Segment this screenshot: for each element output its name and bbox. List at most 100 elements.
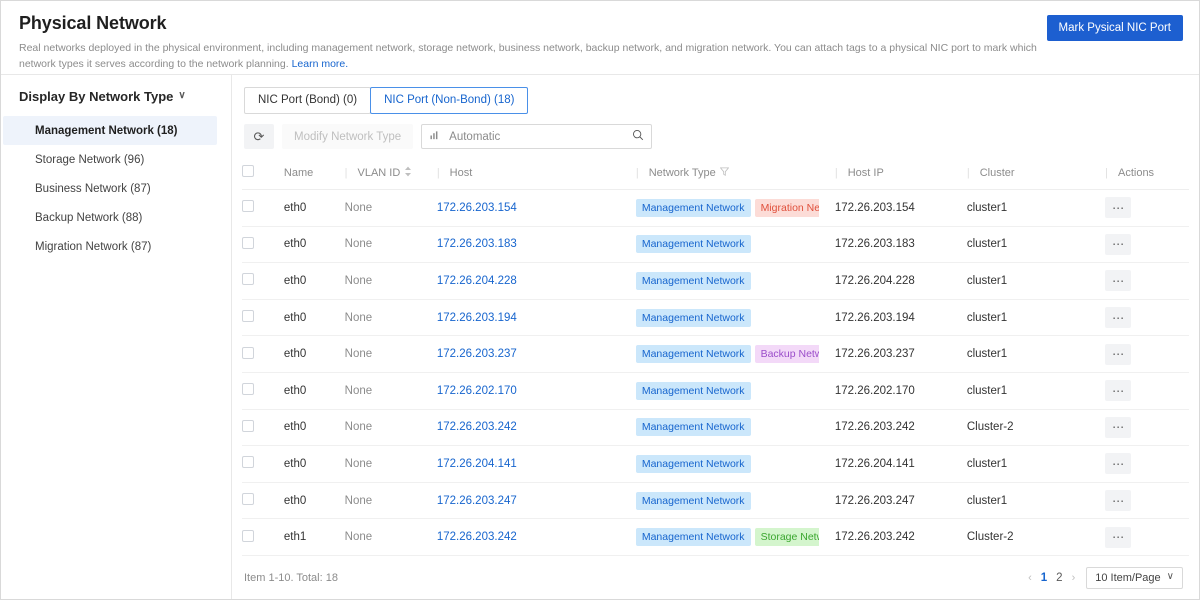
- cell-host[interactable]: 172.26.203.194: [436, 299, 636, 337]
- cell-cluster: cluster1: [966, 262, 1106, 300]
- row-more-actions-icon[interactable]: ⋯: [1105, 416, 1132, 438]
- row-more-actions-icon[interactable]: ⋯: [1105, 270, 1132, 292]
- sidebar-group-toggle[interactable]: Display By Network Type ∨: [1, 89, 231, 104]
- cell-host-text: 172.26.203.237: [436, 348, 517, 361]
- row-more-actions-icon[interactable]: ⋯: [1105, 343, 1132, 365]
- cell-host[interactable]: 172.26.203.237: [436, 335, 636, 373]
- column-header-vlan-id[interactable]: | VLAN ID: [344, 157, 437, 190]
- cell-host[interactable]: 172.26.204.141: [436, 445, 636, 483]
- network-type-tags: Management Network: [635, 235, 819, 254]
- table-row[interactable]: eth0 None 172.26.203.154 Management Network…: [242, 189, 1189, 227]
- filter-icon[interactable]: [719, 166, 730, 179]
- row-more-actions-icon[interactable]: ⋯: [1105, 453, 1132, 475]
- cell-host[interactable]: 172.26.203.242: [436, 409, 636, 447]
- page-size-label: 10 Item/Page: [1095, 571, 1161, 584]
- next-page-button[interactable]: ›: [1071, 571, 1076, 584]
- row-checkbox[interactable]: [242, 529, 254, 542]
- row-checkbox[interactable]: [242, 310, 254, 323]
- row-more-actions-icon[interactable]: ⋯: [1105, 233, 1132, 255]
- table-row[interactable]: eth0 None 172.26.204.228 Management Network…: [242, 262, 1189, 300]
- search-icon[interactable]: [632, 128, 644, 146]
- row-checkbox[interactable]: [242, 456, 254, 469]
- sort-icon[interactable]: [404, 166, 412, 180]
- table-row[interactable]: eth0 None 172.26.203.242 Management Network…: [242, 409, 1189, 447]
- page-size-selector[interactable]: 10 Item/Page ∨: [1086, 566, 1183, 589]
- sidebar-item-business-network[interactable]: Business Network (87): [3, 174, 217, 203]
- row-checkbox[interactable]: [242, 236, 254, 249]
- table-row[interactable]: eth0 None 172.26.203.237 Management Network…: [242, 335, 1189, 373]
- cell-host-ip-text: 172.26.203.237: [834, 348, 915, 361]
- cell-host[interactable]: 172.26.202.170: [436, 372, 636, 410]
- page-header: Physical Network Real networks deployed …: [1, 1, 1199, 75]
- refresh-icon[interactable]: ⟳: [244, 124, 274, 149]
- cell-host-ip: 172.26.203.247: [834, 482, 967, 520]
- cell-host-text: 172.26.204.228: [436, 274, 517, 287]
- cell-vlan-id: None: [344, 262, 437, 300]
- cell-cluster: cluster1: [966, 189, 1106, 227]
- row-checkbox[interactable]: [242, 493, 254, 506]
- page-button-2[interactable]: 2: [1056, 571, 1063, 584]
- prev-page-button[interactable]: ‹: [1028, 571, 1032, 584]
- modify-network-type-button[interactable]: Modify Network Type: [282, 124, 414, 149]
- learn-more-link[interactable]: Learn more.: [291, 58, 349, 71]
- row-more-actions-icon[interactable]: ⋯: [1105, 526, 1132, 548]
- network-type-tag: Management Network: [635, 381, 751, 400]
- pagination: ‹ 1 2 › 10 Item/Page ∨: [1028, 566, 1183, 589]
- column-header-host[interactable]: | Host: [436, 157, 636, 190]
- table-row[interactable]: eth1 None 172.26.203.242 Management Network…: [242, 518, 1189, 556]
- tab-nic-port-non-bond[interactable]: NIC Port (Non-Bond) (18): [370, 87, 529, 114]
- row-checkbox[interactable]: [242, 273, 254, 286]
- cell-host-ip: 172.26.203.242: [834, 409, 967, 447]
- table-row[interactable]: eth0 None 172.26.203.247 Management Network…: [242, 482, 1189, 520]
- sidebar-item-migration-network[interactable]: Migration Network (87): [3, 232, 217, 261]
- cell-actions: ⋯: [1105, 299, 1189, 337]
- page-description-text: Real networks deployed in the physical e…: [19, 42, 1037, 71]
- sidebar-item-management-network[interactable]: Management Network (18): [3, 116, 217, 145]
- column-label: Host IP: [847, 166, 884, 179]
- page-description: Real networks deployed in the physical e…: [19, 40, 1049, 73]
- table-row[interactable]: eth0 None 172.26.203.183 Management Network…: [242, 226, 1189, 264]
- mark-physical-nic-port-button[interactable]: Mark Pysical NIC Port: [1046, 15, 1183, 41]
- cell-host[interactable]: 172.26.203.183: [436, 226, 636, 264]
- row-checkbox[interactable]: [242, 200, 254, 213]
- cell-host[interactable]: 172.26.204.228: [436, 262, 636, 300]
- row-checkbox[interactable]: [242, 346, 254, 359]
- table-row[interactable]: eth0 None 172.26.202.170 Management Network…: [242, 372, 1189, 410]
- row-more-actions-icon[interactable]: ⋯: [1105, 307, 1132, 329]
- network-type-tags: Management Network: [635, 418, 819, 437]
- search-box[interactable]: [421, 124, 653, 149]
- table-row[interactable]: eth0 None 172.26.203.194 Management Network…: [242, 299, 1189, 337]
- cell-host[interactable]: 172.26.203.247: [436, 482, 636, 520]
- cell-cluster-text: Cluster-2: [966, 531, 1014, 544]
- column-header-host-ip[interactable]: | Host IP: [834, 157, 967, 190]
- tab-nic-port-bond[interactable]: NIC Port (Bond) (0): [244, 87, 372, 114]
- search-input[interactable]: [447, 129, 627, 144]
- sidebar: Display By Network Type ∨ Management Net…: [1, 75, 232, 599]
- row-checkbox[interactable]: [242, 419, 254, 432]
- cell-network-type: Management Network: [635, 409, 835, 447]
- column-header-select-all: [242, 157, 284, 190]
- cell-host-ip-text: 172.26.203.183: [834, 238, 915, 251]
- cell-cluster: cluster1: [966, 335, 1106, 373]
- column-header-cluster[interactable]: | Cluster: [966, 157, 1106, 190]
- cell-host[interactable]: 172.26.203.154: [436, 189, 636, 227]
- content-area: Display By Network Type ∨ Management Net…: [1, 75, 1199, 599]
- cell-name: eth0: [283, 335, 345, 373]
- row-checkbox[interactable]: [242, 383, 254, 396]
- cell-host[interactable]: 172.26.203.242: [436, 518, 636, 556]
- row-more-actions-icon[interactable]: ⋯: [1105, 490, 1132, 512]
- select-all-checkbox[interactable]: [242, 165, 254, 177]
- page-button-1[interactable]: 1: [1040, 571, 1048, 584]
- row-more-actions-icon[interactable]: ⋯: [1105, 197, 1132, 219]
- cell-vlan-id: None: [344, 226, 437, 264]
- cell-vlan-id-text: None: [344, 494, 373, 507]
- row-more-actions-icon[interactable]: ⋯: [1105, 380, 1132, 402]
- column-header-name[interactable]: Name: [283, 157, 345, 190]
- sidebar-item-backup-network[interactable]: Backup Network (88): [3, 203, 217, 232]
- network-type-tag: Management Network: [635, 198, 751, 217]
- column-header-network-type[interactable]: | Network Type: [635, 157, 835, 190]
- table-row[interactable]: eth0 None 172.26.204.141 Management Network…: [242, 445, 1189, 483]
- cell-vlan-id-text: None: [344, 384, 373, 397]
- sidebar-item-storage-network[interactable]: Storage Network (96): [3, 145, 217, 174]
